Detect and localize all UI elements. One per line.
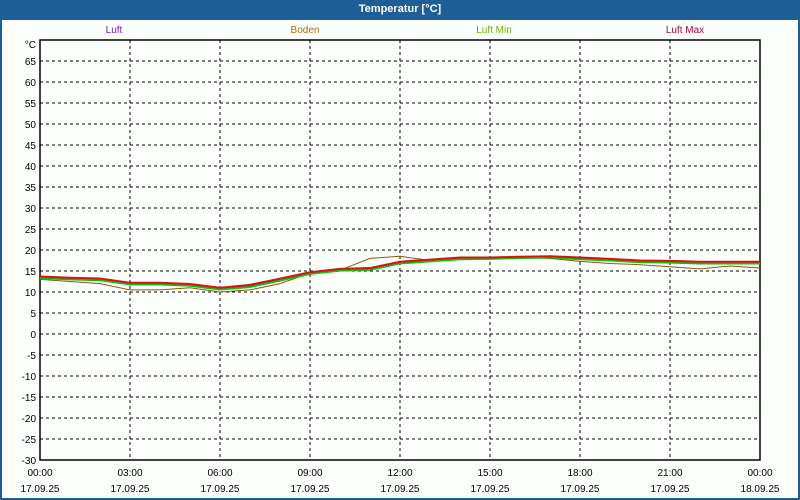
y-tick-label: 10 bbox=[25, 288, 37, 299]
y-tick-label: -5 bbox=[27, 351, 36, 362]
y-tick-label: -20 bbox=[22, 414, 37, 425]
y-tick-label: 60 bbox=[25, 78, 37, 89]
y-tick-label: -25 bbox=[22, 435, 37, 446]
x-tick-time: 12:00 bbox=[387, 468, 412, 479]
series-line-luft-min bbox=[39, 256, 760, 291]
y-tick-label: 20 bbox=[25, 246, 37, 257]
y-tick-label: 35 bbox=[25, 183, 37, 194]
window-title: Temperatur [°C] bbox=[358, 3, 442, 15]
y-tick-label: 55 bbox=[25, 99, 37, 110]
x-tick-date: 17.09.25 bbox=[111, 484, 150, 495]
y-tick-label: -10 bbox=[22, 372, 37, 383]
legend-boden: Boden bbox=[291, 25, 320, 36]
y-tick-label: 0 bbox=[30, 330, 36, 341]
y-tick-label: -15 bbox=[22, 393, 37, 404]
y-tick-label: 45 bbox=[25, 141, 37, 152]
legend-luft-min: Luft Min bbox=[476, 25, 512, 36]
x-tick-date: 17.09.25 bbox=[471, 484, 510, 495]
x-tick-time: 09:00 bbox=[297, 468, 322, 479]
x-tick-time: 00:00 bbox=[747, 468, 772, 479]
y-tick-label: 25 bbox=[25, 225, 37, 236]
x-tick-date: 18.09.25 bbox=[741, 484, 780, 495]
x-tick-date: 17.09.25 bbox=[291, 484, 330, 495]
x-tick-date: 17.09.25 bbox=[651, 484, 690, 495]
x-tick-time: 21:00 bbox=[657, 468, 682, 479]
x-tick-time: 18:00 bbox=[567, 468, 592, 479]
legend-luft-max: Luft Max bbox=[666, 25, 704, 36]
y-tick-label: 40 bbox=[25, 162, 37, 173]
chart-panel: 65 60 55 50 45 40 35 30 25 20 15 10 5 0 -5 -10 -15 -20 -25… bbox=[2, 20, 798, 498]
x-tick-time: 15:00 bbox=[477, 468, 502, 479]
plot-border bbox=[39, 39, 761, 461]
y-tick-label: -30 bbox=[22, 456, 37, 467]
x-tick-time: 06:00 bbox=[207, 468, 232, 479]
y-axis-unit: °C bbox=[25, 40, 36, 51]
y-tick-label: 5 bbox=[30, 309, 36, 320]
temperature-chart: 65605550454035302520151050-5-10-15-20-25… bbox=[21, 25, 780, 495]
x-tick-date: 17.09.25 bbox=[21, 484, 60, 495]
y-tick-label: 15 bbox=[25, 267, 37, 278]
series-line-luft-max bbox=[39, 255, 760, 289]
x-tick-time: 00:00 bbox=[27, 468, 52, 479]
y-tick-label: 50 bbox=[25, 120, 37, 131]
series-line-boden bbox=[39, 255, 761, 293]
y-tick-label: 30 bbox=[25, 204, 37, 215]
x-tick-date: 17.09.25 bbox=[381, 484, 420, 495]
x-tick-date: 17.09.25 bbox=[561, 484, 600, 495]
x-tick-time: 03:00 bbox=[117, 468, 142, 479]
y-tick-label: 65 bbox=[25, 57, 37, 68]
legend-luft: Luft bbox=[106, 25, 123, 36]
x-tick-date: 17.09.25 bbox=[201, 484, 240, 495]
